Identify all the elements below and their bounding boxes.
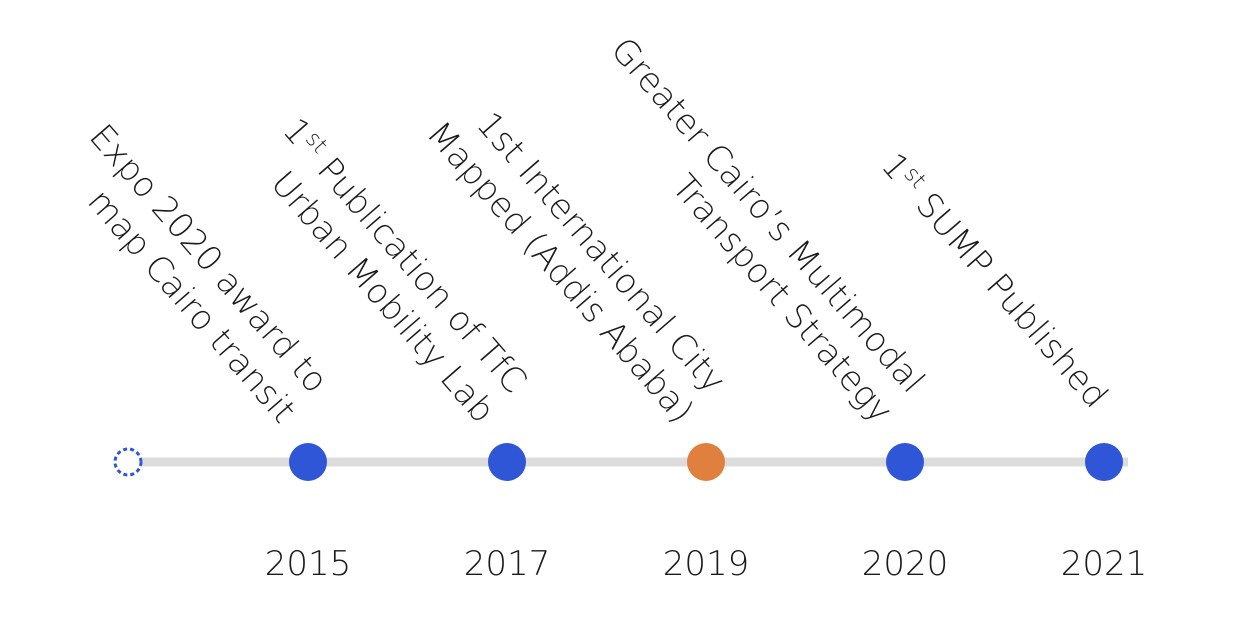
event-dot	[488, 443, 526, 481]
event-dot	[687, 443, 725, 481]
event-year: 2015	[265, 544, 352, 584]
event-label: Expo 2020 award to	[81, 117, 335, 401]
start-marker	[113, 447, 143, 477]
event-dot	[886, 443, 924, 481]
event-dot	[289, 443, 327, 481]
event-year: 2017	[464, 544, 551, 584]
event-label: Greater Cairo’s Multimodal	[603, 30, 933, 401]
event-year: 2019	[663, 544, 750, 584]
event-year: 2021	[1061, 544, 1148, 584]
event-year: 2020	[862, 544, 949, 584]
event-dot	[1085, 443, 1123, 481]
label-text: SUMP Published	[900, 177, 1115, 416]
